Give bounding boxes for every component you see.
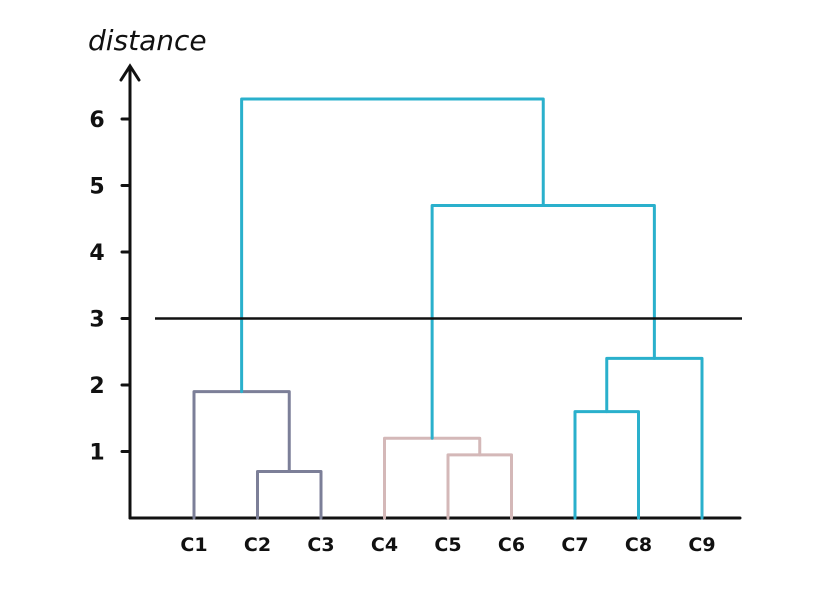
link-c1-m1 xyxy=(192,390,291,520)
y-ticks: 1 2 3 4 5 6 xyxy=(89,108,132,466)
link-m4-m6 xyxy=(430,203,656,440)
link-m5-c9 xyxy=(605,356,704,520)
y-tick-label-5: 5 xyxy=(89,175,104,200)
link-c7-c8 xyxy=(573,410,640,520)
leaf-label-c3: C3 xyxy=(307,534,334,556)
y-tick-label-3: 3 xyxy=(89,308,104,333)
axes xyxy=(119,63,742,520)
y-tick-label-1: 1 xyxy=(89,441,104,466)
y-tick-label-6: 6 xyxy=(89,108,104,133)
link-c5-c6 xyxy=(446,453,513,520)
y-tick-label-4: 4 xyxy=(89,241,104,266)
y-axis-arrow xyxy=(119,63,141,82)
leaf-label-c7: C7 xyxy=(561,534,588,556)
link-c2-c3 xyxy=(256,469,323,520)
link-c4-m3 xyxy=(383,436,482,520)
leaf-label-c4: C4 xyxy=(371,534,398,556)
y-tick-label-2: 2 xyxy=(89,374,104,399)
leaf-label-c9: C9 xyxy=(688,534,715,556)
leaf-label-c2: C2 xyxy=(244,534,271,556)
leaf-label-c6: C6 xyxy=(498,534,525,556)
dendrogram-links xyxy=(192,97,704,520)
leaf-label-c8: C8 xyxy=(625,534,652,556)
leaf-label-c1: C1 xyxy=(180,534,207,556)
link-m2-m7 xyxy=(240,97,545,394)
y-axis-label: distance xyxy=(88,24,207,57)
leaf-label-c5: C5 xyxy=(434,534,461,556)
leaf-labels: C1 C2 C3 C4 C5 C6 C7 C8 C9 xyxy=(180,534,715,556)
